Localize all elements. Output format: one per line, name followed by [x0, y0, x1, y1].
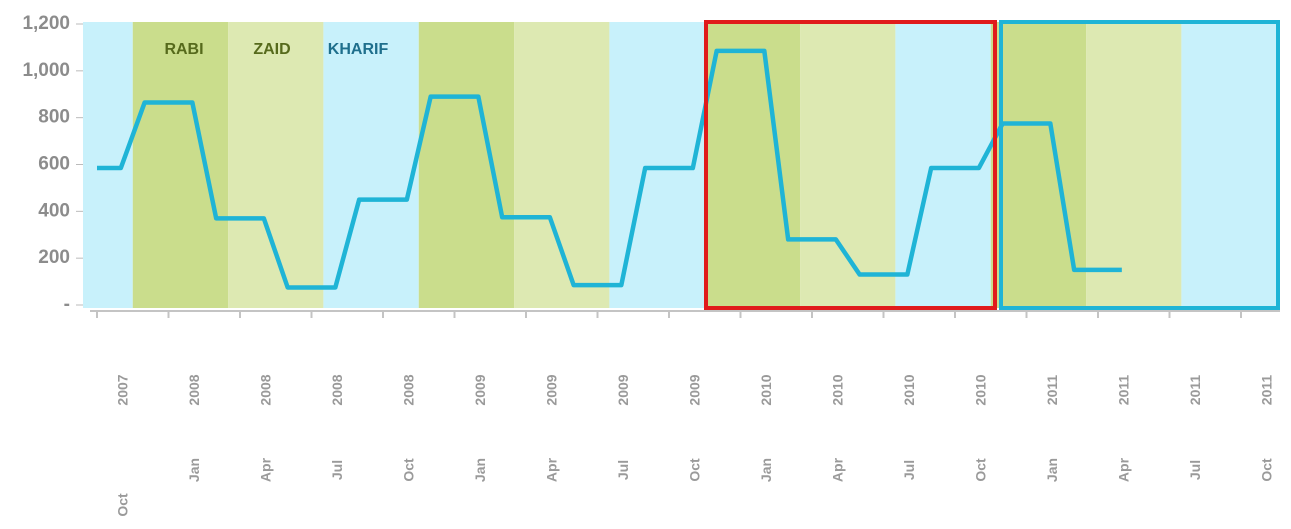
x-tick-label: 2008 [258, 374, 274, 405]
season-band [800, 22, 896, 308]
x-tick-label: Jan [186, 458, 202, 482]
season-band [990, 22, 1087, 308]
season-label: ZAID [253, 41, 290, 58]
season-band [323, 22, 419, 308]
y-tick-label: - [64, 294, 70, 315]
x-tick-label: 2011 [1259, 375, 1275, 406]
x-tick-label: 2009 [472, 374, 488, 405]
season-band [132, 22, 229, 308]
x-tick-label: Apr [544, 457, 560, 482]
x-tick-label: Jul [901, 460, 917, 480]
season-label: RABI [164, 41, 203, 58]
x-tick-label: 2008 [186, 374, 202, 405]
highlight-box [999, 20, 1280, 310]
x-tick-label: Jul [1187, 460, 1203, 480]
x-tick-label: Jan [1044, 458, 1060, 482]
highlight-box [704, 20, 997, 310]
y-tick-label: 200 [38, 247, 70, 268]
season-band [83, 22, 133, 308]
x-tick-label: Oct [687, 458, 703, 482]
x-tick-label: Oct [1259, 458, 1275, 482]
x-tick-label: 2010 [901, 374, 917, 405]
x-tick-label: 2010 [758, 374, 774, 405]
x-tick-label: 2010 [973, 374, 989, 405]
plot: RABI ZAID KHARIF - 200 400 600 800 1,000 1,200 200… [22, 13, 1280, 517]
x-tick-label: 2009 [687, 374, 703, 405]
x-tick-label: Oct [401, 458, 417, 482]
x-tick-label: 2009 [615, 374, 631, 405]
x-tick-label: 2011 [1116, 375, 1132, 406]
season-label: KHARIF [328, 41, 389, 58]
x-tick-label: Oct [115, 493, 131, 517]
x-tick-label: 2008 [401, 374, 417, 405]
season-bands [83, 22, 1280, 308]
y-tick-label: 400 [38, 200, 70, 221]
season-band [514, 22, 610, 308]
x-tick-label: 2008 [329, 374, 345, 405]
x-tick-label: Oct [973, 458, 989, 482]
season-band [1086, 22, 1182, 308]
season-band [704, 22, 801, 308]
y-tick-label: 800 [38, 107, 70, 128]
x-tick-label: Apr [258, 457, 274, 482]
x-tick-label: Apr [1116, 457, 1132, 482]
x-tick-label: 2011 [1044, 375, 1060, 406]
x-tick-label: Jul [329, 460, 345, 480]
x-tick-label: Jan [758, 458, 774, 482]
x-tick-label: 2010 [830, 374, 846, 405]
data-line [97, 48, 1122, 290]
x-tick-label: 2009 [544, 374, 560, 405]
season-band [1181, 22, 1277, 308]
season-band [418, 22, 515, 308]
x-tick-label: 2007 [115, 374, 131, 405]
x-tick-label: Apr [830, 457, 846, 482]
x-tick-label: Jul [615, 460, 631, 480]
season-band [228, 22, 324, 308]
x-tick-label: 2011 [1187, 375, 1203, 406]
y-tick-label: 1,200 [22, 13, 70, 34]
x-tick-label: Jan [472, 458, 488, 482]
y-tick-label: 1,000 [22, 60, 70, 81]
y-tick-label: 600 [38, 154, 70, 175]
